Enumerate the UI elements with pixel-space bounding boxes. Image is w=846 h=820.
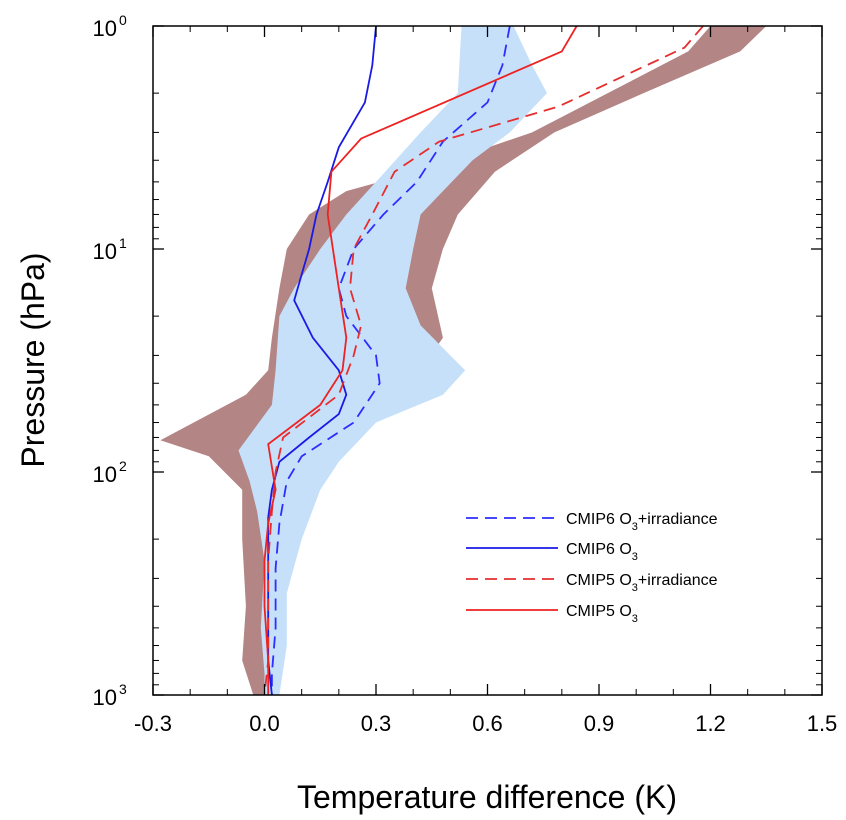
y-tick-exponent: 1	[119, 235, 127, 251]
y-tick-exponent: 0	[119, 12, 127, 28]
legend-label-1: CMIP6 O3	[566, 541, 638, 563]
y-tick-label: 10	[93, 685, 117, 710]
y-axis-title: Pressure (hPa)	[15, 252, 51, 467]
x-tick-label: -0.3	[134, 711, 172, 736]
y-tick-exponent: 3	[119, 681, 127, 697]
y-tick-label: 10	[93, 239, 117, 264]
x-tick-label: 0.3	[361, 711, 392, 736]
uncertainty-bands	[160, 26, 766, 695]
band-1	[239, 26, 548, 695]
x-tick-label: 0.6	[472, 711, 503, 736]
y-tick-label: 10	[93, 16, 117, 41]
x-tick-label: 0.9	[584, 711, 615, 736]
legend: CMIP6 O3+irradiance CMIP6 O3 CMIP5 O3+irra…	[466, 511, 718, 625]
x-tick-label: 0.0	[249, 711, 280, 736]
legend-label-3: CMIP5 O3	[566, 603, 638, 625]
x-axis-title: Temperature difference (K)	[297, 779, 677, 815]
legend-label-0: CMIP6 O3+irradiance	[566, 511, 718, 533]
y-tick-exponent: 2	[119, 458, 127, 474]
x-tick-label: 1.2	[695, 711, 726, 736]
legend-label-2: CMIP5 O3+irradiance	[566, 572, 718, 594]
y-tick-label: 10	[93, 462, 117, 487]
x-tick-label: 1.5	[807, 711, 838, 736]
